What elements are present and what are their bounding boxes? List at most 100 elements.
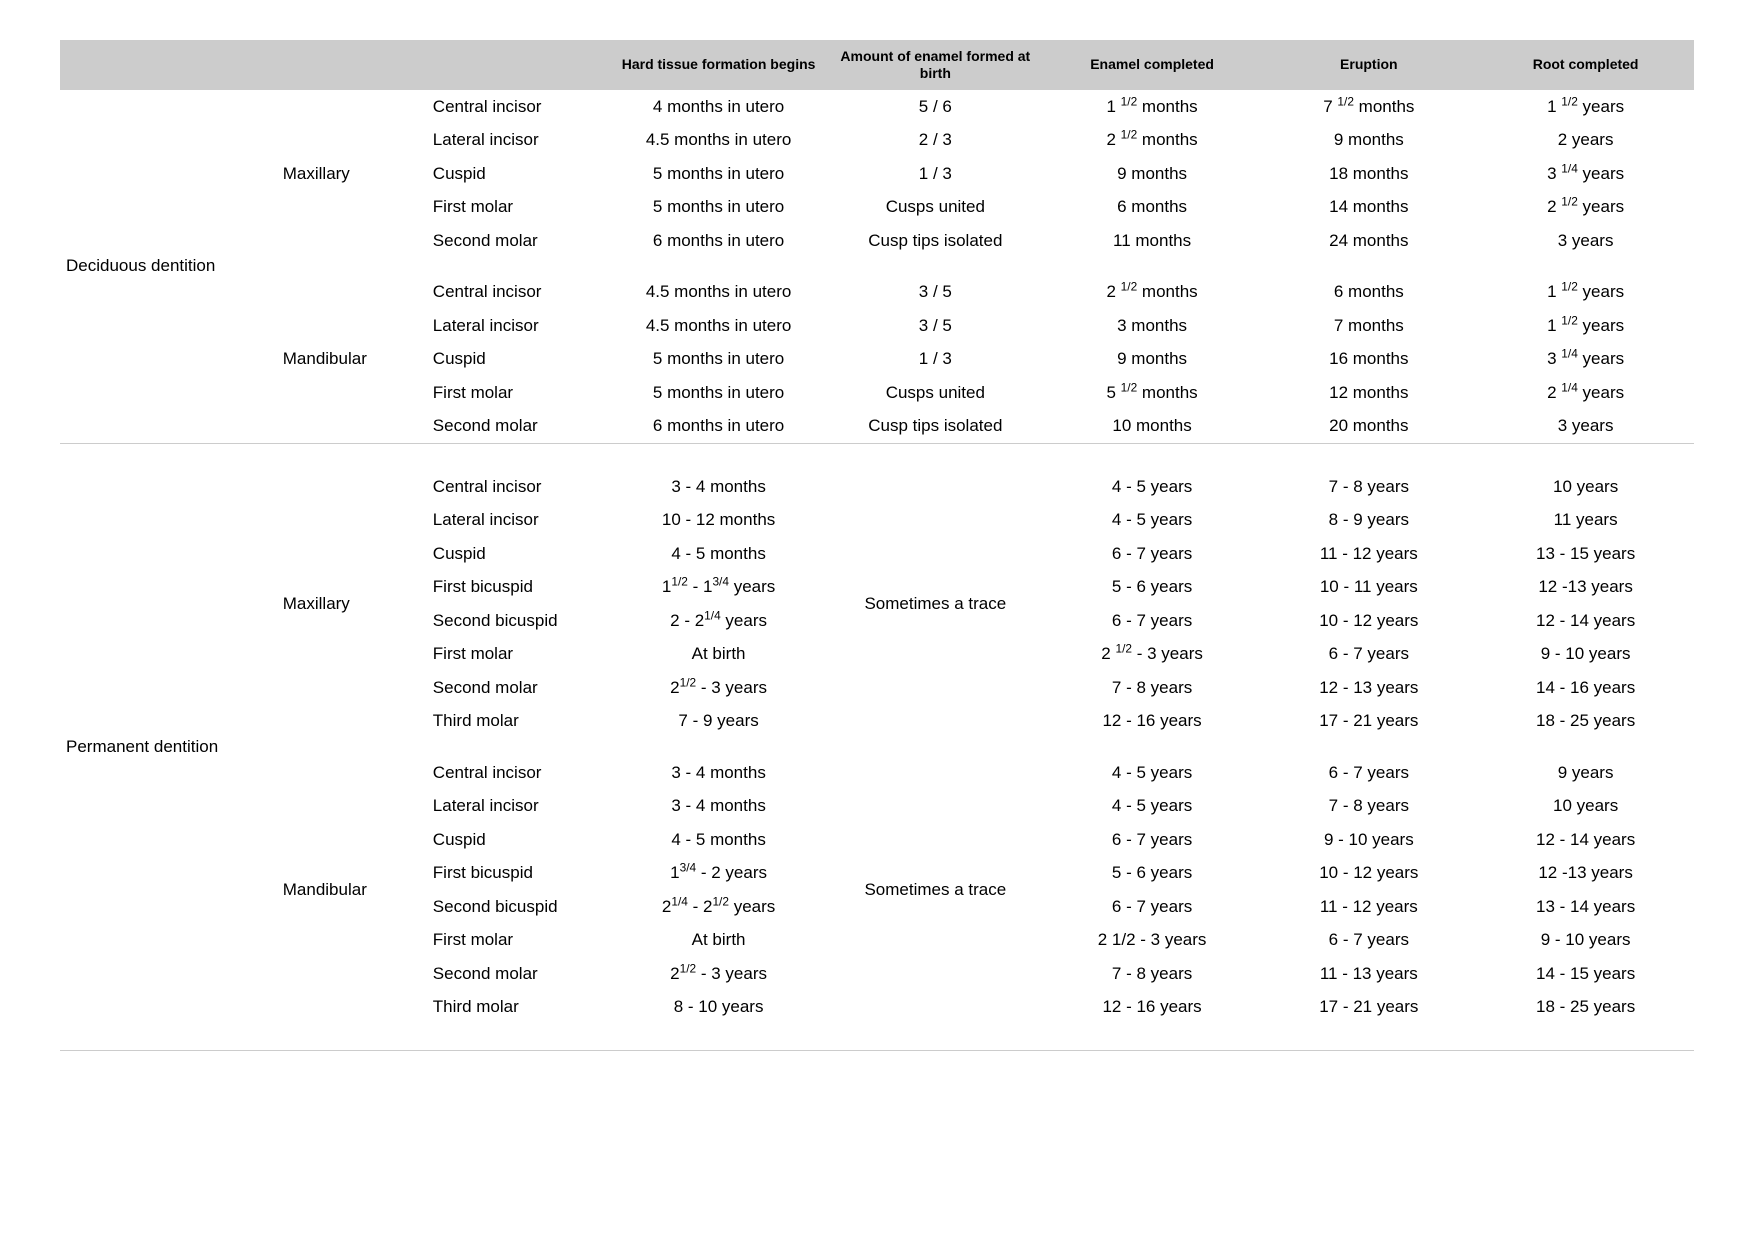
jaw-label: Mandibular (277, 756, 427, 1024)
cell-eruption: 17 - 21 years (1260, 704, 1477, 738)
cell-enamel-completed: 11 months (1044, 224, 1261, 258)
tooth-name: Second bicuspid (427, 604, 610, 638)
cell-root-completed: 13 - 14 years (1477, 890, 1694, 924)
cell-enamel-birth: Cusp tips isolated (827, 409, 1044, 443)
tooth-name: Central incisor (427, 470, 610, 504)
tooth-name: Third molar (427, 704, 610, 738)
cell-enamel-completed: 9 months (1044, 157, 1261, 191)
cell-root-completed: 3 1/4 years (1477, 342, 1694, 376)
cell-hard-tissue: 7 - 9 years (610, 704, 827, 738)
cell-eruption: 9 - 10 years (1260, 823, 1477, 857)
tooth-name: Cuspid (427, 823, 610, 857)
cell-eruption: 7 - 8 years (1260, 789, 1477, 823)
cell-hard-tissue: 4.5 months in utero (610, 123, 827, 157)
cell-hard-tissue: 11/2 - 13/4 years (610, 570, 827, 604)
cell-hard-tissue: 10 - 12 months (610, 503, 827, 537)
cell-enamel-completed: 12 - 16 years (1044, 990, 1261, 1024)
cell-root-completed: 9 years (1477, 756, 1694, 790)
cell-hard-tissue: 3 - 4 months (610, 789, 827, 823)
cell-eruption: 11 - 13 years (1260, 957, 1477, 991)
cell-eruption: 7 months (1260, 309, 1477, 343)
cell-eruption: 24 months (1260, 224, 1477, 258)
cell-enamel-completed: 6 - 7 years (1044, 537, 1261, 571)
cell-enamel-completed: 3 months (1044, 309, 1261, 343)
cell-root-completed: 18 - 25 years (1477, 990, 1694, 1024)
tooth-name: Second molar (427, 671, 610, 705)
cell-enamel-completed: 7 - 8 years (1044, 957, 1261, 991)
tooth-name: Second molar (427, 409, 610, 443)
cell-root-completed: 12 -13 years (1477, 570, 1694, 604)
header-hard-tissue: Hard tissue formation begins (610, 40, 827, 90)
tooth-name: Lateral incisor (427, 309, 610, 343)
tooth-name: Lateral incisor (427, 789, 610, 823)
cell-enamel-birth: 3 / 5 (827, 275, 1044, 309)
tooth-name: Central incisor (427, 90, 610, 124)
header-row: Hard tissue formation begins Amount of e… (60, 40, 1694, 90)
tooth-name: Central incisor (427, 756, 610, 790)
cell-enamel-completed: 12 - 16 years (1044, 704, 1261, 738)
cell-enamel-completed: 6 months (1044, 190, 1261, 224)
cell-eruption: 10 - 12 years (1260, 856, 1477, 890)
cell-hard-tissue: 5 months in utero (610, 342, 827, 376)
cell-eruption: 20 months (1260, 409, 1477, 443)
header-root-completed: Root completed (1477, 40, 1694, 90)
cell-enamel-birth: Cusp tips isolated (827, 224, 1044, 258)
cell-enamel-completed: 4 - 5 years (1044, 470, 1261, 504)
table-row: Deciduous dentitionMaxillaryCentral inci… (60, 90, 1694, 124)
tooth-name: Lateral incisor (427, 123, 610, 157)
header-enamel-completed: Enamel completed (1044, 40, 1261, 90)
cell-enamel-completed: 2 1/2 months (1044, 275, 1261, 309)
cell-root-completed: 1 1/2 years (1477, 309, 1694, 343)
cell-hard-tissue: At birth (610, 637, 827, 671)
cell-eruption: 6 - 7 years (1260, 923, 1477, 957)
cell-root-completed: 14 - 15 years (1477, 957, 1694, 991)
cell-root-completed: 3 years (1477, 409, 1694, 443)
table-body: Deciduous dentitionMaxillaryCentral inci… (60, 90, 1694, 1051)
cell-hard-tissue: 4 - 5 months (610, 537, 827, 571)
cell-root-completed: 13 - 15 years (1477, 537, 1694, 571)
cell-hard-tissue: 8 - 10 years (610, 990, 827, 1024)
tooth-name: First bicuspid (427, 570, 610, 604)
cell-root-completed: 12 - 14 years (1477, 604, 1694, 638)
cell-root-completed: 1 1/2 years (1477, 90, 1694, 124)
cell-enamel-birth: 5 / 6 (827, 90, 1044, 124)
cell-eruption: 10 - 11 years (1260, 570, 1477, 604)
cell-enamel-birth: 2 / 3 (827, 123, 1044, 157)
cell-hard-tissue: 5 months in utero (610, 376, 827, 410)
jaw-label: Maxillary (277, 90, 427, 258)
cell-enamel-completed: 5 - 6 years (1044, 570, 1261, 604)
cell-eruption: 9 months (1260, 123, 1477, 157)
cell-hard-tissue: 4.5 months in utero (610, 275, 827, 309)
cell-root-completed: 3 years (1477, 224, 1694, 258)
cell-eruption: 14 months (1260, 190, 1477, 224)
cell-hard-tissue: 6 months in utero (610, 409, 827, 443)
cell-root-completed: 11 years (1477, 503, 1694, 537)
cell-eruption: 8 - 9 years (1260, 503, 1477, 537)
cell-eruption: 18 months (1260, 157, 1477, 191)
cell-eruption: 11 - 12 years (1260, 537, 1477, 571)
cell-enamel-completed: 5 1/2 months (1044, 376, 1261, 410)
cell-eruption: 11 - 12 years (1260, 890, 1477, 924)
cell-enamel-birth-span: Sometimes a trace (827, 470, 1044, 738)
cell-enamel-completed: 4 - 5 years (1044, 503, 1261, 537)
cell-root-completed: 9 - 10 years (1477, 923, 1694, 957)
cell-enamel-completed: 6 - 7 years (1044, 890, 1261, 924)
tooth-name: Second molar (427, 224, 610, 258)
tooth-name: Lateral incisor (427, 503, 610, 537)
tooth-name: First molar (427, 376, 610, 410)
cell-enamel-completed: 9 months (1044, 342, 1261, 376)
cell-hard-tissue: 2 - 21/4 years (610, 604, 827, 638)
cell-enamel-birth: 1 / 3 (827, 342, 1044, 376)
cell-eruption: 7 1/2 months (1260, 90, 1477, 124)
cell-hard-tissue: 5 months in utero (610, 157, 827, 191)
cell-eruption: 6 months (1260, 275, 1477, 309)
cell-root-completed: 2 1/4 years (1477, 376, 1694, 410)
cell-enamel-birth: Cusps united (827, 376, 1044, 410)
tooth-name: Second molar (427, 957, 610, 991)
cell-hard-tissue: 13/4 - 2 years (610, 856, 827, 890)
cell-root-completed: 9 - 10 years (1477, 637, 1694, 671)
tooth-name: Second bicuspid (427, 890, 610, 924)
cell-hard-tissue: 3 - 4 months (610, 470, 827, 504)
cell-eruption: 6 - 7 years (1260, 756, 1477, 790)
tooth-name: First molar (427, 637, 610, 671)
